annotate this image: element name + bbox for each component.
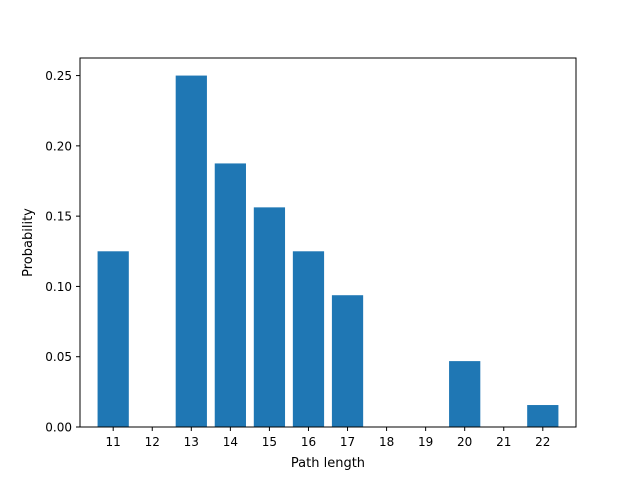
y-ticks-group: 0.00 0.05 0.10 0.15 0.20 0.25 bbox=[45, 69, 80, 435]
y-tick-label: 0.10 bbox=[45, 280, 72, 294]
bar-14 bbox=[214, 163, 246, 427]
x-tick-label: 18 bbox=[379, 435, 394, 449]
x-axis-label: Path length bbox=[291, 456, 365, 471]
x-tick-label: 21 bbox=[496, 435, 511, 449]
bar-13 bbox=[175, 75, 207, 427]
x-tick-label: 14 bbox=[223, 435, 238, 449]
x-tick-label: 19 bbox=[418, 435, 433, 449]
bar-11 bbox=[97, 251, 129, 427]
x-tick-label: 12 bbox=[145, 435, 160, 449]
x-tick-label: 20 bbox=[457, 435, 472, 449]
y-tick-label: 0.15 bbox=[45, 210, 72, 224]
y-axis-label: Probability bbox=[21, 208, 36, 277]
bar-15 bbox=[253, 207, 286, 427]
bars-group bbox=[97, 75, 559, 427]
bar-17 bbox=[331, 295, 364, 427]
bar-20 bbox=[449, 361, 481, 427]
y-tick-label: 0.25 bbox=[45, 69, 72, 83]
x-tick-label: 11 bbox=[106, 435, 121, 449]
x-tick-label: 22 bbox=[535, 435, 550, 449]
x-ticks-group: 11 12 13 14 15 16 17 18 19 20 21 22 bbox=[106, 427, 550, 449]
x-tick-label: 15 bbox=[262, 435, 277, 449]
y-tick-label: 0.05 bbox=[45, 350, 72, 364]
bar-22 bbox=[527, 405, 559, 427]
x-tick-label: 13 bbox=[184, 435, 199, 449]
x-tick-label: 16 bbox=[301, 435, 316, 449]
y-tick-label: 0.20 bbox=[45, 139, 72, 153]
y-tick-label: 0.00 bbox=[45, 421, 72, 435]
x-tick-label: 17 bbox=[340, 435, 355, 449]
bar-16 bbox=[292, 251, 325, 427]
plot-frame bbox=[79, 57, 577, 428]
